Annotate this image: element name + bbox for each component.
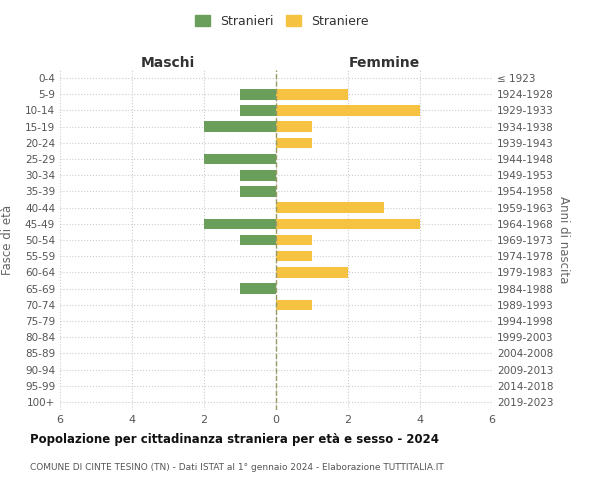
Bar [276,105,420,116]
Bar [204,122,276,132]
Bar [240,105,276,116]
Y-axis label: Anni di nascita: Anni di nascita [557,196,570,284]
Bar [276,234,312,246]
Text: Femmine: Femmine [349,56,419,70]
Text: Popolazione per cittadinanza straniera per età e sesso - 2024: Popolazione per cittadinanza straniera p… [30,432,439,446]
Bar [240,89,276,100]
Bar [204,218,276,229]
Bar [276,218,420,229]
Legend: Stranieri, Straniere: Stranieri, Straniere [191,11,373,32]
Bar [276,300,312,310]
Bar [240,234,276,246]
Text: COMUNE DI CINTE TESINO (TN) - Dati ISTAT al 1° gennaio 2024 - Elaborazione TUTTI: COMUNE DI CINTE TESINO (TN) - Dati ISTAT… [30,462,444,471]
Bar [276,267,348,278]
Bar [240,186,276,196]
Bar [276,89,348,100]
Bar [240,170,276,180]
Bar [240,284,276,294]
Text: Maschi: Maschi [141,56,195,70]
Bar [276,122,312,132]
Bar [276,138,312,148]
Bar [204,154,276,164]
Bar [276,202,384,213]
Y-axis label: Fasce di età: Fasce di età [1,205,14,275]
Bar [276,251,312,262]
